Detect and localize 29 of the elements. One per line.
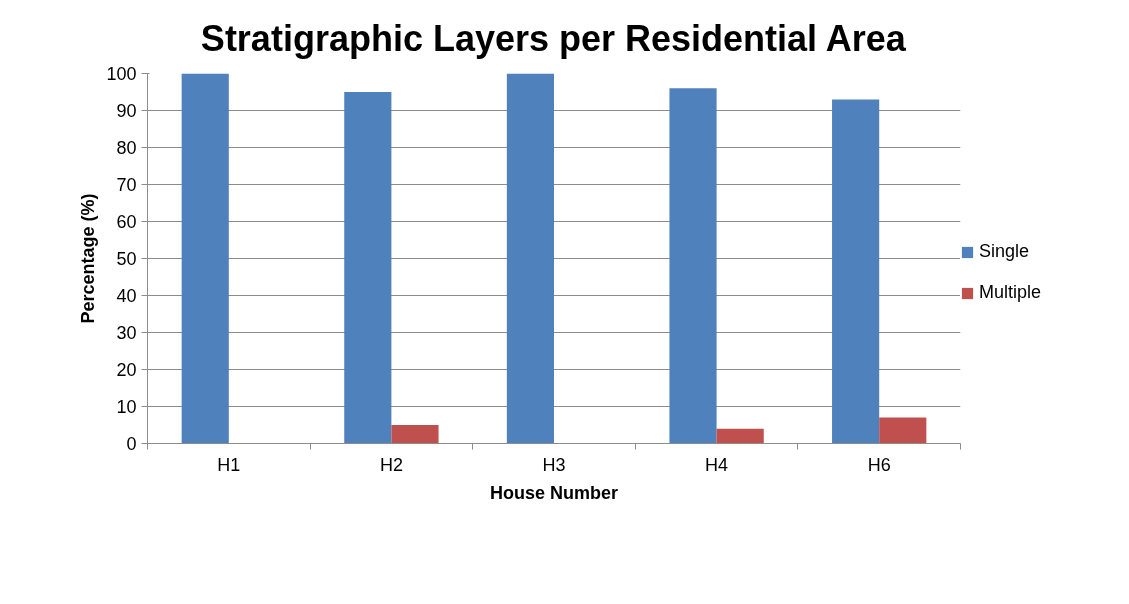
- y-tick-label: 90: [116, 101, 137, 121]
- y-axis-title: Percentage (%): [78, 193, 99, 324]
- bar: [716, 428, 764, 444]
- y-tick-label: 0: [126, 434, 137, 454]
- y-tick-label: 20: [116, 360, 137, 380]
- legend-label: Multiple: [979, 282, 1042, 303]
- chart-title: Stratigraphic Layers per Residential Area: [200, 17, 907, 59]
- y-tick-label: 50: [116, 249, 137, 269]
- x-tick-label: H1: [217, 454, 241, 475]
- y-tick-label: 80: [116, 138, 137, 158]
- x-axis-title: House Number: [489, 482, 619, 503]
- y-tick-label: 100: [106, 64, 137, 84]
- bar: [879, 417, 927, 444]
- bar: [391, 425, 439, 444]
- bar: [181, 73, 229, 444]
- x-tick-label: H2: [379, 454, 403, 475]
- y-tick-label: 10: [116, 397, 137, 417]
- x-tick-label: H3: [542, 454, 566, 475]
- y-tick-label: 60: [116, 212, 137, 232]
- bar: [669, 88, 717, 444]
- y-tick-label: 70: [116, 175, 137, 195]
- y-tick-label: 40: [116, 286, 137, 306]
- bar: [832, 99, 880, 444]
- x-tick-label: H4: [705, 454, 729, 475]
- bar: [506, 73, 554, 444]
- legend-label: Single: [979, 241, 1030, 262]
- y-tick-label: 30: [116, 323, 137, 343]
- x-tick-label: H6: [867, 454, 891, 475]
- bar: [344, 92, 392, 444]
